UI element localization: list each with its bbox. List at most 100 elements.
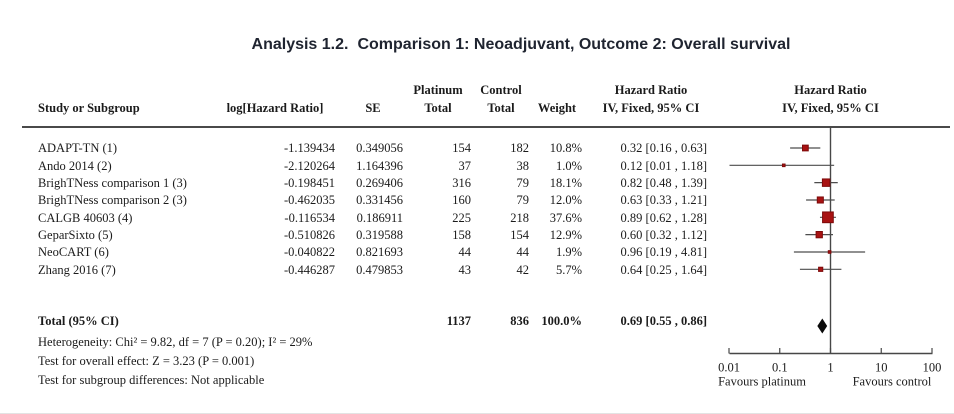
page-title: Analysis 1.2. Comparison 1: Neoadjuvant, … <box>88 36 954 54</box>
platinum-total-cell: 37 <box>458 158 472 173</box>
col-header-platinum-line1: Platinum <box>413 83 463 97</box>
weight-cell: 37.6% <box>549 210 582 225</box>
col-header-plot-line1: Hazard Ratio <box>794 83 867 97</box>
overall-effect-note: Test for overall effect: Z = 3.23 (P = 0… <box>38 354 255 368</box>
control-total-cell: 38 <box>516 158 530 173</box>
col-header-effect-line2: IV, Fixed, 95% CI <box>602 101 700 115</box>
x-tick-label: 1 <box>827 361 833 375</box>
favours-left-label: Favours platinum <box>718 375 806 389</box>
col-header-log-hazard-ratio: log[Hazard Ratio] <box>215 79 335 117</box>
hr-ci-cell: 0.63 [0.33 , 1.21] <box>620 193 707 208</box>
platinum-total-cell: 44 <box>458 245 472 260</box>
log-hr-cell: -0.040822 <box>283 245 335 260</box>
total-row: Total (95% CI) 1137 836 100.0% 0.69 [0.5… <box>0 312 954 330</box>
hr-ci-cell: 0.60 [0.32 , 1.12] <box>620 227 707 242</box>
weight-cell: 12.9% <box>549 227 582 242</box>
control-total-cell: 42 <box>516 262 530 277</box>
col-header-hazard-ratio-plot: Hazard Ratio IV, Fixed, 95% CI <box>740 79 921 117</box>
study-name-cell: CALGB 40603 (4) <box>38 210 133 225</box>
header-rule <box>22 126 950 128</box>
se-cell: 0.821693 <box>356 245 403 260</box>
weight-cell: 18.1% <box>549 175 582 190</box>
hr-ci-cell: 0.82 [0.48 , 1.39] <box>620 175 707 190</box>
favours-right-label: Favours control <box>853 375 932 389</box>
platinum-total-cell: 43 <box>458 262 472 277</box>
study-row: GeparSixto (5) -0.510826 0.319588 158 15… <box>0 226 954 244</box>
x-tick-label: 100 <box>923 361 942 375</box>
se-cell: 1.164396 <box>356 158 403 173</box>
log-hr-cell: -0.462035 <box>283 193 335 208</box>
se-cell: 0.319588 <box>356 227 403 242</box>
total-label: Total (95% CI) <box>38 314 119 328</box>
study-row: Zhang 2016 (7) -0.446287 0.479853 43 42 … <box>0 261 954 279</box>
col-header-effect-line1: Hazard Ratio <box>614 83 688 97</box>
hr-ci-cell: 0.89 [0.62 , 1.28] <box>620 210 707 225</box>
control-total-cell: 182 <box>510 141 529 156</box>
col-header-se: SE <box>343 79 403 117</box>
study-name-cell: Zhang 2016 (7) <box>38 262 116 277</box>
total-weight-cell: 100.0% <box>541 314 582 328</box>
study-name-cell: BrighTNess comparison 1 (3) <box>38 175 187 190</box>
platinum-total-cell: 316 <box>452 175 471 190</box>
weight-cell: 10.8% <box>549 141 582 156</box>
comparison-label: Comparison 1: Neoadjuvant, Outcome 2: Ov… <box>357 36 791 53</box>
weight-cell: 12.0% <box>549 193 582 208</box>
footnotes: Heterogeneity: Chi² = 9.82, df = 7 (P = … <box>38 333 312 390</box>
se-cell: 0.331456 <box>356 193 403 208</box>
se-cell: 0.186911 <box>356 210 403 225</box>
study-row: BrighTNess comparison 2 (3) -0.462035 0.… <box>0 191 954 209</box>
log-hr-cell: -0.446287 <box>283 262 335 277</box>
log-hr-cell: -0.198451 <box>283 175 335 190</box>
log-hr-cell: -0.116534 <box>284 210 335 225</box>
platinum-total-cell: 158 <box>452 227 471 242</box>
study-row: Ando 2014 (2) -2.120264 1.164396 37 38 1… <box>0 157 954 175</box>
col-header-weight-label: Weight <box>537 101 577 115</box>
hr-ci-cell: 0.64 [0.25 , 1.64] <box>620 262 707 277</box>
col-header-study: Study or Subgroup <box>38 79 288 117</box>
x-tick-label: 10 <box>875 361 888 375</box>
log-hr-cell: -0.510826 <box>283 227 335 242</box>
total-platinum-cell: 1137 <box>446 314 471 328</box>
x-tick-label: 0.01 <box>718 361 740 375</box>
x-tick-label: 0.1 <box>772 361 788 375</box>
log-hr-cell: -2.120264 <box>283 158 335 173</box>
study-name-cell: NeoCART (6) <box>38 245 109 260</box>
study-name-cell: GeparSixto (5) <box>38 227 113 242</box>
study-row: BrighTNess comparison 1 (3) -0.198451 0.… <box>0 174 954 192</box>
total-control-cell: 836 <box>510 314 529 328</box>
se-cell: 0.349056 <box>356 141 403 156</box>
hr-ci-cell: 0.32 [0.16 , 0.63] <box>620 141 707 156</box>
col-header-control-line2: Total <box>487 101 515 115</box>
analysis-label: Analysis 1.2. <box>251 36 349 53</box>
study-name-cell: ADAPT-TN (1) <box>38 141 118 156</box>
col-header-study-label: Study or Subgroup <box>38 101 140 115</box>
weight-cell: 1.0% <box>555 158 582 173</box>
control-total-cell: 154 <box>510 227 529 242</box>
control-total-cell: 79 <box>516 175 530 190</box>
study-row: ADAPT-TN (1) -1.139434 0.349056 154 182 … <box>0 139 954 157</box>
control-total-cell: 79 <box>516 193 530 208</box>
heterogeneity-note: Heterogeneity: Chi² = 9.82, df = 7 (P = … <box>38 335 313 349</box>
control-total-cell: 44 <box>516 245 530 260</box>
total-hr-ci-cell: 0.69 [0.55 , 0.86] <box>620 314 707 328</box>
col-header-platinum-line2: Total <box>424 101 452 115</box>
weight-cell: 1.9% <box>555 245 582 260</box>
platinum-total-cell: 160 <box>452 193 471 208</box>
col-header-weight: Weight <box>532 79 582 117</box>
se-cell: 0.269406 <box>356 175 403 190</box>
hr-ci-cell: 0.12 [0.01 , 1.18] <box>620 158 707 173</box>
study-row: NeoCART (6) -0.040822 0.821693 44 44 1.9… <box>0 243 954 261</box>
weight-cell: 5.7% <box>555 262 582 277</box>
col-header-se-label: SE <box>365 101 381 115</box>
col-header-plot-line2: IV, Fixed, 95% CI <box>782 101 879 115</box>
subgroup-note: Test for subgroup differences: Not appli… <box>38 373 265 387</box>
hr-ci-cell: 0.96 [0.19 , 4.81] <box>620 245 707 260</box>
study-name-cell: BrighTNess comparison 2 (3) <box>38 193 187 208</box>
col-header-control-total: Control Total <box>473 79 529 117</box>
log-hr-cell: -1.139434 <box>283 141 335 156</box>
col-header-platinum-total: Platinum Total <box>405 79 471 117</box>
study-name-cell: Ando 2014 (2) <box>38 158 112 173</box>
col-header-loghr-label: log[Hazard Ratio] <box>226 101 324 115</box>
col-header-hazard-ratio-text: Hazard Ratio IV, Fixed, 95% CI <box>575 79 727 117</box>
